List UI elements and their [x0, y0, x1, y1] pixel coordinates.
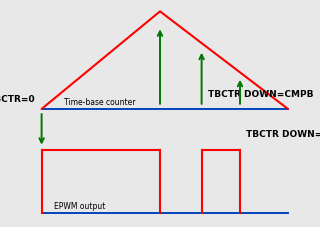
- Text: Time-base counter: Time-base counter: [64, 98, 135, 107]
- Text: EPWM output: EPWM output: [54, 202, 106, 211]
- Text: TBCTR=Period: TBCTR=Period: [123, 0, 197, 2]
- Text: TBCTR DOWN=CMPA: TBCTR DOWN=CMPA: [246, 130, 320, 139]
- Text: TBCTR DOWN=CMPB: TBCTR DOWN=CMPB: [208, 90, 314, 99]
- Text: TBCTR=0: TBCTR=0: [0, 95, 35, 104]
